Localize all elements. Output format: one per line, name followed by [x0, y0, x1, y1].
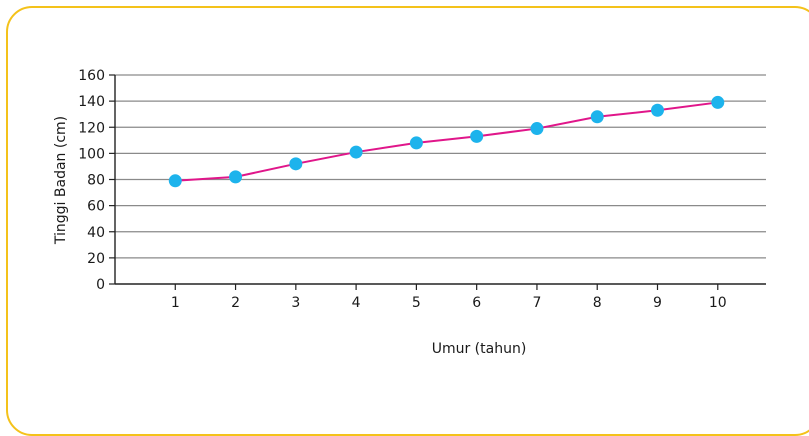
data-point	[470, 129, 484, 143]
data-point	[229, 170, 243, 184]
line-chart: 0 20 40 60 80 100 120 140 160 1 2 3 4 5 6 7 8 9 10 Umur (t…	[53, 68, 766, 357]
y-tick-label: 60	[87, 199, 105, 215]
chart-frame	[6, 6, 809, 436]
x-tick-label: 8	[593, 295, 602, 311]
y-tick-label: 40	[87, 225, 105, 241]
x-tick-label: 6	[472, 295, 481, 311]
y-tick-label: 120	[78, 120, 105, 136]
x-tick-label: 7	[532, 295, 541, 311]
data-point	[590, 110, 604, 124]
x-tick-label: 10	[709, 295, 727, 311]
series-layer	[168, 95, 725, 188]
x-axis-title: Umur (tahun)	[432, 341, 527, 357]
data-point	[651, 103, 664, 117]
data-point	[711, 95, 725, 109]
series-line	[175, 101, 718, 182]
y-tick-label: 80	[87, 173, 105, 189]
data-point	[530, 122, 544, 136]
data-point	[289, 157, 303, 171]
y-tick-label: 20	[87, 251, 105, 267]
x-tick-label: 5	[412, 295, 421, 311]
y-tick-label: 0	[96, 277, 105, 293]
data-point	[168, 174, 182, 188]
x-tick-label: 2	[231, 295, 240, 311]
y-tick-label: 160	[78, 68, 105, 84]
grid-lines	[115, 74, 766, 259]
x-tick-label: 9	[653, 295, 662, 311]
y-tick-label: 140	[78, 94, 105, 110]
data-point	[349, 145, 363, 159]
x-tick-label: 4	[352, 295, 361, 311]
x-tick-label: 1	[171, 295, 180, 311]
x-tick-label: 3	[291, 295, 300, 311]
y-axis-title: Tinggi Badan (cm)	[53, 116, 69, 245]
axes: 0 20 40 60 80 100 120 140 160 1 2 3 4 5 6 7 8 9 10	[78, 68, 766, 311]
data-point	[409, 136, 423, 150]
y-tick-label: 100	[78, 146, 105, 162]
